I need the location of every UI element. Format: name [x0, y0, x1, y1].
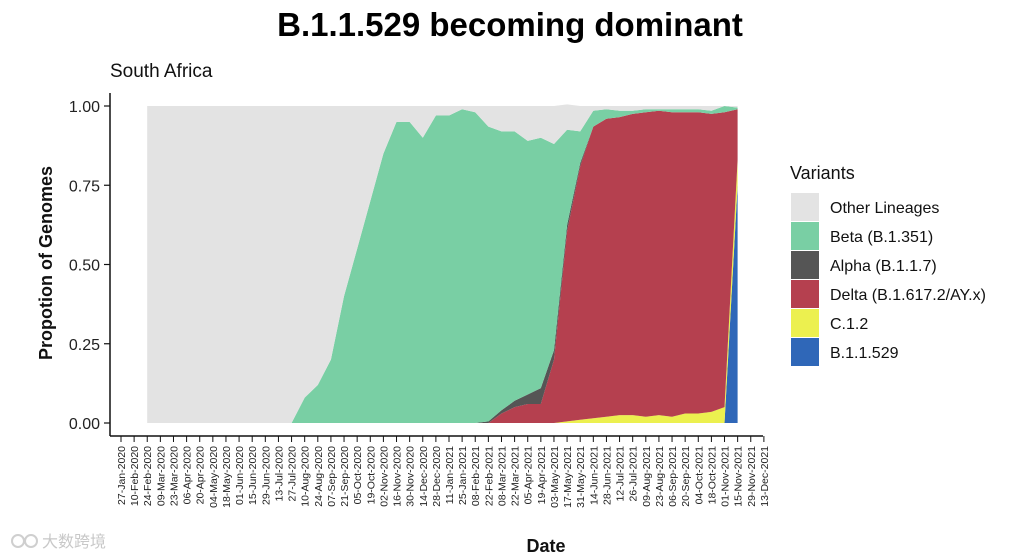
- area-delta-b-1-617-2-ay-x: [147, 109, 738, 423]
- x-tick-label: 04-May-2020: [208, 446, 220, 508]
- x-axis-label: Date: [526, 536, 565, 556]
- x-tick-label: 06-Apr-2020: [182, 446, 194, 505]
- x-axis-ticks: 27-Jan-2020 10-Feb-2020 24-Feb-2020 09-Mar-…: [116, 436, 771, 508]
- x-tick-label: 27-Jul-2020: [287, 446, 299, 502]
- x-tick-label: 19-Oct-2020: [365, 446, 377, 505]
- x-tick-label: 16-Nov-2020: [392, 446, 404, 507]
- y-tick-label: 0.25: [69, 337, 100, 354]
- x-tick-label: 27-Jan-2020: [116, 446, 128, 505]
- legend-label: Other Lineages: [830, 200, 939, 217]
- chart-subtitle: South Africa: [110, 61, 213, 82]
- x-tick-label: 07-Sep-2020: [326, 446, 338, 507]
- x-tick-label: 08-Feb-2021: [470, 446, 482, 506]
- x-tick-label: 02-Nov-2020: [378, 446, 390, 507]
- x-tick-label: 29-Nov-2021: [746, 446, 758, 507]
- legend-swatch: [791, 309, 819, 337]
- x-tick-label: 10-Feb-2020: [129, 446, 141, 506]
- legend-swatch: [791, 222, 819, 250]
- x-tick-label: 19-Apr-2021: [536, 446, 548, 505]
- x-tick-label: 30-Nov-2020: [405, 446, 417, 507]
- legend-swatch: [791, 193, 819, 221]
- x-tick-label: 08-Mar-2021: [497, 446, 509, 506]
- x-tick-label: 29-Jun-2020: [260, 446, 272, 505]
- x-tick-label: 22-Mar-2021: [510, 446, 522, 506]
- x-tick-label: 04-Oct-2021: [693, 446, 705, 505]
- x-tick-label: 31-May-2021: [575, 446, 587, 508]
- area-beta-b-1-351: [147, 106, 738, 423]
- x-tick-label: 20-Apr-2020: [195, 446, 207, 505]
- x-tick-label: 24-Aug-2020: [313, 446, 325, 507]
- legend-swatch: [791, 338, 819, 366]
- x-tick-label: 11-Jan-2021: [444, 446, 456, 504]
- x-tick-label: 05-Apr-2021: [523, 446, 535, 505]
- plot-area: [147, 104, 738, 424]
- x-tick-label: 14-Dec-2020: [418, 446, 430, 507]
- y-tick-label: 0.75: [69, 178, 100, 195]
- x-tick-label: 22-Feb-2021: [483, 446, 495, 506]
- legend-title: Variants: [790, 163, 855, 183]
- x-tick-label: 01-Jun-2020: [234, 446, 246, 505]
- x-tick-label: 09-Aug-2021: [641, 446, 653, 507]
- owl-logo-icon: [11, 534, 38, 548]
- legend: Variants Other Lineages Beta (B.1.351) Alp…: [790, 163, 986, 366]
- x-tick-label: 03-May-2021: [549, 446, 561, 508]
- x-tick-label: 26-Jul-2021: [628, 446, 640, 502]
- x-tick-label: 25-Jan-2021: [457, 446, 469, 505]
- x-tick-label: 20-Sep-2021: [680, 446, 692, 507]
- x-tick-label: 09-Mar-2020: [155, 446, 167, 506]
- x-tick-label: 21-Sep-2020: [339, 446, 351, 507]
- legend-swatch: [791, 280, 819, 308]
- y-tick-label: 1.00: [69, 99, 100, 116]
- x-tick-label: 10-Aug-2020: [300, 446, 312, 507]
- y-tick-label: 0.50: [69, 258, 100, 275]
- x-tick-label: 15-Jun-2020: [247, 446, 259, 505]
- watermark: 大数跨境: [11, 532, 106, 551]
- x-tick-label: 01-Nov-2021: [720, 446, 732, 507]
- x-tick-label: 18-May-2020: [221, 446, 233, 508]
- chart-title: B.1.1.529 becoming dominant: [277, 6, 743, 43]
- legend-label: Beta (B.1.351): [830, 229, 933, 246]
- x-tick-label: 05-Oct-2020: [352, 446, 364, 505]
- x-tick-label: 06-Sep-2021: [667, 446, 679, 507]
- y-axis-ticks: 0.00 0.25 0.50 0.75 1.00: [69, 99, 110, 433]
- x-tick-label: 17-May-2021: [562, 446, 574, 508]
- x-tick-label: 28-Dec-2020: [431, 446, 443, 507]
- y-tick-label: 0.00: [69, 416, 100, 433]
- x-tick-label: 13-Jul-2020: [273, 446, 285, 502]
- area-other-lineages: [147, 104, 738, 424]
- legend-label: C.1.2: [830, 316, 868, 333]
- x-tick-label: 18-Oct-2021: [706, 446, 718, 505]
- x-tick-label: 23-Mar-2020: [169, 446, 181, 506]
- watermark-text: 大数跨境: [42, 532, 106, 551]
- legend-label: Delta (B.1.617.2/AY.x): [830, 287, 986, 304]
- legend-label: Alpha (B.1.1.7): [830, 258, 937, 275]
- x-tick-label: 23-Aug-2021: [654, 446, 666, 507]
- x-tick-label: 28-Jun-2021: [601, 446, 613, 505]
- x-tick-label: 15-Nov-2021: [733, 446, 745, 507]
- x-tick-label: 13-Dec-2021: [759, 446, 771, 507]
- x-tick-label: 24-Feb-2020: [142, 446, 154, 506]
- x-tick-label: 12-Jul-2021: [615, 446, 627, 502]
- legend-label: B.1.1.529: [830, 345, 899, 362]
- x-tick-label: 14-Jun-2021: [588, 446, 600, 505]
- legend-swatch: [791, 251, 819, 279]
- y-axis-label: Propotion of Genomes: [36, 166, 56, 360]
